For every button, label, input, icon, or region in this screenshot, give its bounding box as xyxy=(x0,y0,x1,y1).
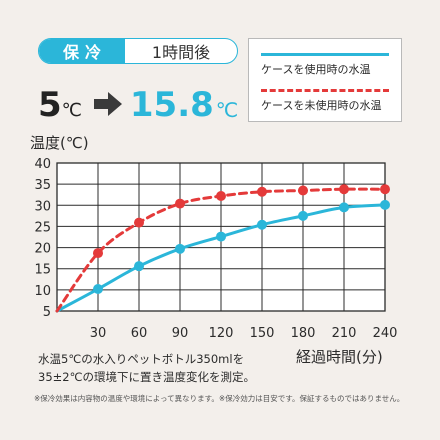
end-temperature: 15.8 xyxy=(129,85,214,125)
x-tick-label: 90 xyxy=(172,326,189,341)
data-point-without-case xyxy=(175,198,185,209)
y-tick-label: 40 xyxy=(34,157,51,172)
chart-legend: ケースを使用時の水温 ケースを未使用時の水温 xyxy=(248,38,402,122)
data-point-with-case xyxy=(380,199,390,210)
disclaimer: ※保冷効果は内容物の温度や環境によって異なります。※保冷効力は目安です。保証する… xyxy=(34,394,405,403)
right-arrow-icon xyxy=(93,92,122,116)
condition-line-2: 35±2℃の環境下に置き温度変化を測定。 xyxy=(38,370,255,384)
time-label: 1時間後 xyxy=(151,43,211,62)
start-temperature: 5 xyxy=(38,85,62,125)
x-tick-label: 210 xyxy=(332,326,357,341)
data-point-with-case xyxy=(93,284,103,295)
x-tick-label: 150 xyxy=(250,326,275,341)
legend-swatch-solid xyxy=(261,53,389,56)
legend-label-with-case: ケースを使用時の水温 xyxy=(261,63,371,76)
y-axis-title: 温度(℃) xyxy=(30,134,89,152)
temperature-change: 5 ℃ 15.8 ℃ xyxy=(38,82,238,122)
x-tick-label: 240 xyxy=(373,326,398,341)
data-point-with-case xyxy=(134,261,144,272)
data-point-with-case xyxy=(216,231,226,242)
y-tick-label: 35 xyxy=(34,178,51,193)
mode-label: 保冷 xyxy=(39,39,125,63)
data-point-with-case xyxy=(298,210,308,221)
condition-line-1: 水温5℃の水入りペットボトル350mlを xyxy=(38,352,245,366)
data-point-with-case xyxy=(339,202,349,213)
y-tick-label: 10 xyxy=(34,284,51,299)
data-point-without-case xyxy=(257,186,267,197)
y-tick-label: 20 xyxy=(34,242,51,257)
data-point-with-case xyxy=(175,243,185,254)
x-tick-label: 180 xyxy=(291,326,316,341)
legend-item-without-case: ケースを未使用時の水温 xyxy=(261,89,393,113)
data-point-without-case xyxy=(216,190,226,201)
start-temperature-unit: ℃ xyxy=(61,100,82,121)
x-axis-title: 経過時間(分) xyxy=(296,348,383,366)
x-tick-label: 60 xyxy=(131,326,148,341)
data-point-with-case xyxy=(257,219,267,230)
data-point-without-case xyxy=(298,185,308,196)
legend-swatch-dashed xyxy=(261,89,389,92)
data-point-without-case xyxy=(134,217,144,228)
y-tick-label: 5 xyxy=(43,305,51,320)
legend-label-without-case: ケースを未使用時の水温 xyxy=(261,99,382,112)
y-tick-label: 25 xyxy=(34,220,51,235)
y-tick-label: 15 xyxy=(34,263,51,278)
data-point-without-case xyxy=(339,184,349,195)
x-tick-label: 120 xyxy=(209,326,234,341)
y-tick-label: 30 xyxy=(34,199,51,214)
end-temperature-unit: ℃ xyxy=(215,98,239,122)
mode-tag: 保冷 1時間後 xyxy=(38,38,238,64)
data-point-without-case xyxy=(380,184,390,195)
data-point-without-case xyxy=(93,248,103,259)
measurement-condition: 水温5℃の水入りペットボトル350mlを 35±2℃の環境下に置き温度変化を測定… xyxy=(38,350,255,386)
legend-item-with-case: ケースを使用時の水温 xyxy=(261,53,393,77)
plot-frame xyxy=(56,162,386,312)
x-tick-label: 30 xyxy=(90,326,107,341)
